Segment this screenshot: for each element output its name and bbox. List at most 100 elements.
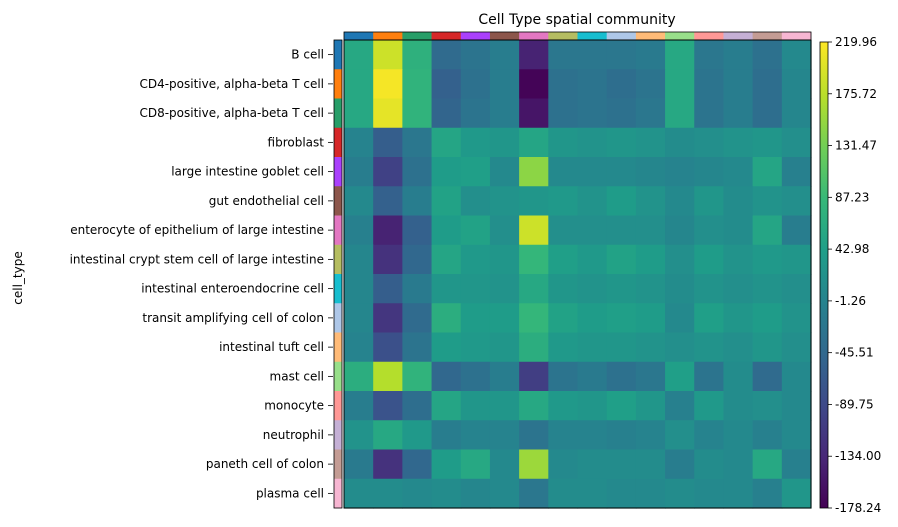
heatmap-cell [373,98,403,129]
heatmap-cell [460,274,491,304]
heatmap-cell [723,332,754,363]
heatmap-cell [460,186,491,217]
column-category-swatch [665,32,695,40]
heatmap-cell [665,215,695,246]
row-label: mast cell [270,369,324,383]
heatmap-cell [519,127,549,158]
colorbar: 219.96 175.72 131.47 87.23 42.98 -1.26 -45.51 -… [819,35,881,515]
heatmap-cell [635,332,666,363]
heatmap-cell [373,478,403,509]
heatmap-cell [752,98,783,129]
heatmap-cell [344,449,374,480]
heatmap-cell [344,361,374,392]
colorbar-tick-label: -45.51 [835,346,874,360]
heatmap-cell [548,303,579,334]
y-axis-label: cell_type [11,251,25,304]
heatmap-cell [694,69,725,100]
heatmap-cell [489,186,520,217]
heatmap-cell [431,244,462,275]
heatmap-cell [402,69,433,100]
heatmap-cell [460,303,491,334]
heatmap-cell [489,157,520,187]
heatmap-cell [665,303,695,334]
heatmap-cell [344,215,374,246]
heatmap-cell [344,186,374,217]
heatmap-cell [635,361,666,392]
heatmap-frame [343,39,812,509]
heatmap-cell [431,303,462,334]
column-category-swatch [635,32,666,40]
heatmap-cell [519,69,549,100]
heatmap-cell [752,303,783,334]
heatmap-cell [489,40,520,70]
heatmap-cell [344,98,374,129]
heatmap-cell [548,127,579,158]
heatmap-cell [489,244,520,275]
heatmap-cell [606,332,637,363]
row-category-swatch [334,127,342,158]
heatmap-cell [752,157,783,187]
heatmap-cell [489,391,520,421]
heatmap-cell [665,449,695,480]
heatmap-cell [460,449,491,480]
heatmap-cell [723,420,754,451]
heatmap-cell [606,244,637,275]
heatmap-cell [723,478,754,509]
row-category-swatch [334,420,342,450]
heatmap-cell [577,215,608,246]
heatmap-cell [519,40,549,70]
heatmap-cell [548,98,579,129]
heatmap-cell [460,478,491,509]
heatmap-cell [431,361,462,392]
heatmap-cell [519,274,549,304]
heatmap-cell [694,361,725,392]
row-category-swatch [334,157,342,187]
heatmap-cell [723,361,754,392]
heatmap-cell [752,244,783,275]
heatmap-cell [635,303,666,334]
heatmap-cell [577,244,608,275]
heatmap-cell [489,274,520,304]
heatmap-cell [606,478,637,509]
heatmap-cell [781,127,812,158]
heatmap-cell [752,127,783,158]
row-category-swatch [334,274,342,304]
heatmap-cell [402,449,433,480]
row-label: intestinal enteroendocrine cell [141,282,324,296]
heatmap-cell [577,98,608,129]
heatmap-cell [402,244,433,275]
heatmap-cell [694,244,725,275]
row-label: intestinal crypt stem cell of large inte… [70,252,324,266]
heatmap-cell [577,332,608,363]
heatmap-cell [694,303,725,334]
heatmap-cell [606,391,637,421]
row-label: B cell [291,48,324,62]
heatmap-cell [373,40,403,70]
row-label: CD8-positive, alpha-beta T cell [139,106,324,120]
heatmap-cell [431,127,462,158]
heatmap-cell [752,40,783,70]
heatmap-cell [548,274,579,304]
heatmap-cell [402,478,433,509]
heatmap-cell [694,98,725,129]
heatmap-cell [635,391,666,421]
column-category-swatch [723,32,754,40]
heatmap-cell [781,391,812,421]
heatmap-cell [460,361,491,392]
heatmap-cell [723,69,754,100]
heatmap-cell [460,391,491,421]
heatmap-cell [606,215,637,246]
heatmap-cell [373,69,403,100]
heatmap-cell [431,186,462,217]
heatmap-cell [431,274,462,304]
heatmap-cell [489,127,520,158]
heatmap-cell [635,478,666,509]
heatmap-cell [373,303,403,334]
heatmap-cell [431,40,462,70]
heatmap-cell [781,186,812,217]
heatmap-cell [431,420,462,451]
heatmap-cell [752,186,783,217]
heatmap-cell [577,303,608,334]
heatmap-cell [723,157,754,187]
heatmap-cell [402,361,433,392]
